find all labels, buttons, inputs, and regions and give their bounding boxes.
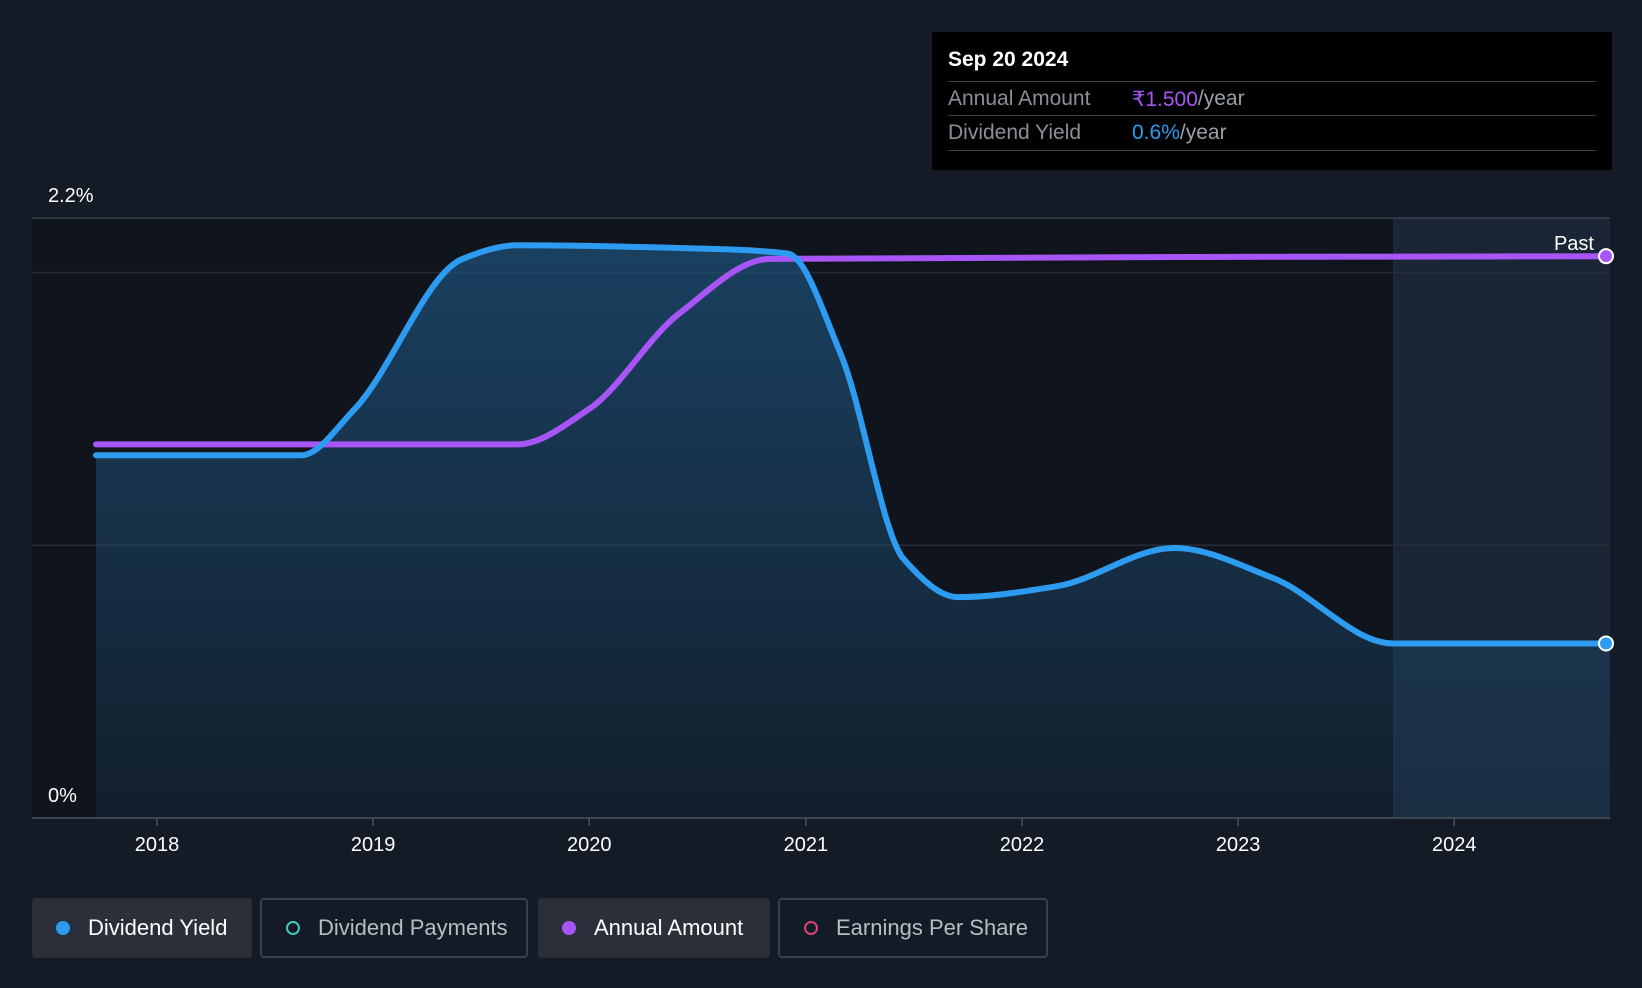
legend-label: Earnings Per Share [836,915,1028,940]
legend-dividend-yield[interactable]: Dividend Yield [32,898,252,958]
ring-icon [286,921,300,935]
x-tick-label: 2024 [1432,834,1477,856]
tooltip-row-annual-amount: Annual Amount ₹1.500 /year [948,81,1596,116]
tooltip-value: 0.6% [1132,121,1180,144]
dividend-yield-line [93,242,1613,647]
y-tick-label-top: 2.2% [48,185,94,207]
tooltip-value: ₹1.500 [1132,87,1198,111]
tooltip-date: Sep 20 2024 [948,48,1069,71]
x-tick-label: 2018 [135,834,180,856]
ring-icon [804,921,818,935]
legend-label: Dividend Payments [318,915,508,940]
x-tick-label: 2019 [351,834,396,856]
past-label: Past [1554,233,1594,255]
tooltip-unit: /year [1197,87,1245,110]
x-tick-label: 2022 [1000,834,1045,856]
dividend-yield-area [96,245,1610,819]
legend-label: Annual Amount [594,915,744,940]
tooltip-label: Annual Amount [948,87,1091,110]
annual-amount-line [93,253,1613,448]
tooltip-row-dividend-yield: Dividend Yield 0.6% /year [948,115,1596,151]
tooltip-unit: /year [1179,121,1227,144]
dot-icon [56,921,70,935]
x-tick-label: 2020 [567,834,612,856]
legend-label: Dividend Yield [88,915,228,940]
y-tick-label-bottom: 0% [48,785,77,807]
dividend-yield-end-marker[interactable] [1598,635,1614,652]
dot-icon [562,921,576,935]
legend-dividend-payments[interactable]: Dividend Payments [260,898,528,958]
tooltip-label: Dividend Yield [948,121,1082,144]
x-tick-label: 2021 [784,834,829,856]
x-tick-label: 2023 [1216,834,1261,856]
legend-annual-amount[interactable]: Annual Amount [538,898,770,958]
annual-amount-end-marker[interactable] [1598,248,1614,265]
legend-earnings-per-share[interactable]: Earnings Per Share [778,898,1048,958]
tooltip: Sep 20 2024 Annual Amount ₹1.500 /year D… [932,32,1612,170]
